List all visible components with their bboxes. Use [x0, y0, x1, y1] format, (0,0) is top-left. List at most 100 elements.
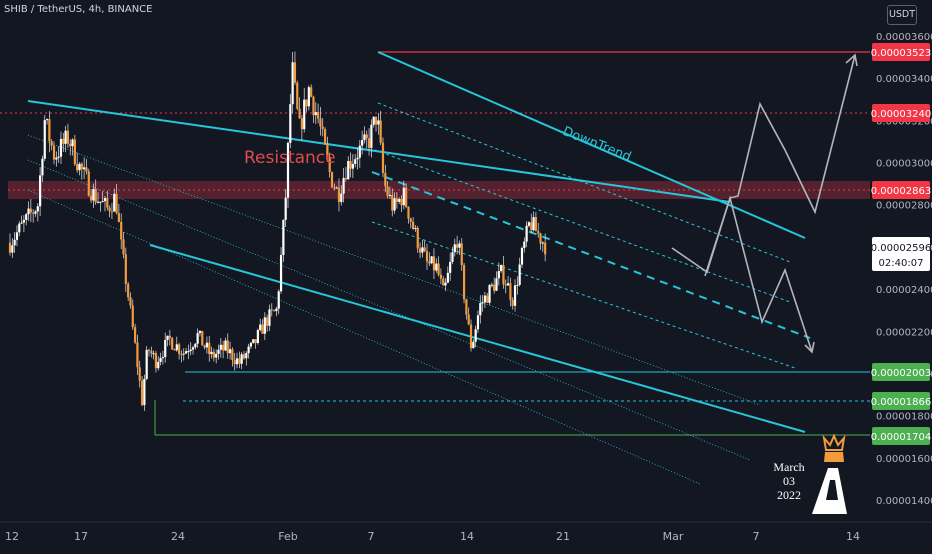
candle: [233, 352, 236, 371]
candle: [513, 279, 517, 312]
candle: [520, 246, 524, 268]
candle: [228, 341, 232, 360]
candle-body: [439, 274, 442, 279]
y-tick-label: 0.00001800: [876, 412, 932, 423]
candle-body: [539, 233, 542, 244]
price-level-badge-label: 0.00001704: [871, 432, 931, 443]
candle: [249, 341, 253, 349]
candle: [453, 238, 456, 257]
candle-body: [201, 330, 204, 346]
candle: [363, 126, 366, 144]
current-price-value: 0.00002596: [871, 243, 931, 254]
candle-body: [191, 347, 195, 350]
candle-body: [196, 333, 199, 344]
candle: [312, 95, 315, 123]
candle: [210, 346, 213, 359]
candle: [103, 196, 107, 212]
candle-body: [293, 62, 297, 83]
candle-body: [235, 358, 239, 365]
candle: [472, 339, 475, 349]
candle: [286, 141, 290, 209]
y-tick-label: 0.00002200: [876, 327, 932, 338]
price-level-badge-bg: [872, 392, 930, 410]
candle: [296, 80, 299, 111]
candle: [32, 209, 35, 223]
candle: [13, 232, 16, 253]
candle-body: [182, 353, 185, 355]
candle: [80, 162, 83, 180]
candle: [405, 183, 408, 209]
candle: [490, 282, 493, 288]
candle-body: [340, 193, 343, 202]
candle: [203, 344, 206, 350]
candle-body: [117, 213, 120, 222]
candle-body: [92, 188, 95, 201]
candle-body: [462, 265, 466, 300]
candle: [347, 156, 350, 180]
candle-body: [354, 159, 357, 164]
candle-body: [465, 299, 468, 315]
time-axis[interactable]: 12 17 24 Feb 7 14 21 Mar 7 14: [5, 530, 860, 543]
candle: [432, 248, 436, 280]
candle: [89, 189, 93, 204]
candle-body: [219, 344, 222, 350]
x-tick-label: 12: [5, 530, 19, 543]
candle: [541, 241, 544, 252]
trend-lines: [0, 51, 870, 485]
y-tick-label: 0.00003600: [876, 32, 932, 43]
candle: [282, 219, 285, 262]
candle-body: [321, 126, 324, 130]
candle: [305, 99, 308, 113]
candle-body: [71, 139, 74, 147]
candle-body: [384, 172, 387, 187]
candle: [530, 213, 533, 234]
big-channel-inner-1: [27, 134, 761, 406]
candle-body: [500, 265, 503, 272]
currency-badge[interactable]: USDT: [887, 5, 917, 25]
candle-body: [363, 134, 366, 141]
candle: [423, 240, 426, 253]
candle-body: [205, 342, 209, 348]
candle-body: [358, 145, 361, 158]
candle: [523, 237, 526, 253]
candle: [238, 351, 241, 369]
candle: [479, 295, 482, 324]
candle: [321, 118, 324, 137]
candle-body: [103, 198, 107, 202]
candle: [219, 338, 222, 358]
candle-body: [347, 161, 350, 180]
candle-body: [379, 120, 382, 143]
candle: [136, 334, 139, 375]
candle: [435, 258, 438, 273]
candle-body: [73, 139, 76, 165]
candle-body: [240, 354, 243, 364]
candle-body: [493, 284, 496, 291]
candle: [351, 154, 354, 179]
candle-body: [89, 195, 93, 201]
candle-body: [319, 118, 322, 127]
candle-body: [525, 225, 528, 242]
candle-body: [476, 315, 480, 330]
candle-body: [175, 344, 178, 351]
candle: [254, 339, 257, 349]
current-price-badge: 0.00002596 02:40:07: [871, 237, 931, 271]
candle-body: [48, 119, 51, 142]
projection-arrowhead-down: [804, 341, 815, 354]
candle: [407, 206, 410, 224]
candle: [344, 166, 348, 182]
candle-body: [29, 208, 32, 213]
candle-body: [215, 353, 218, 358]
candle: [534, 211, 537, 232]
candle: [242, 351, 246, 360]
candle: [326, 136, 329, 162]
candle: [48, 111, 51, 153]
candle-body: [282, 219, 285, 255]
candle: [358, 139, 361, 168]
candle: [78, 162, 81, 176]
candle: [87, 168, 90, 197]
candle: [460, 238, 463, 271]
candle-body: [129, 297, 132, 306]
candle: [381, 137, 385, 178]
